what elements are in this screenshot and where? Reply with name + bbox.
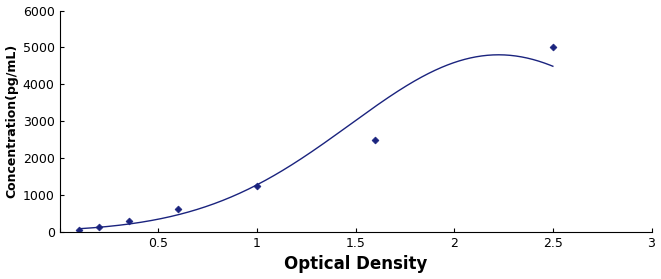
X-axis label: Optical Density: Optical Density xyxy=(284,256,427,273)
Y-axis label: Concentration(pg/mL): Concentration(pg/mL) xyxy=(5,44,19,198)
